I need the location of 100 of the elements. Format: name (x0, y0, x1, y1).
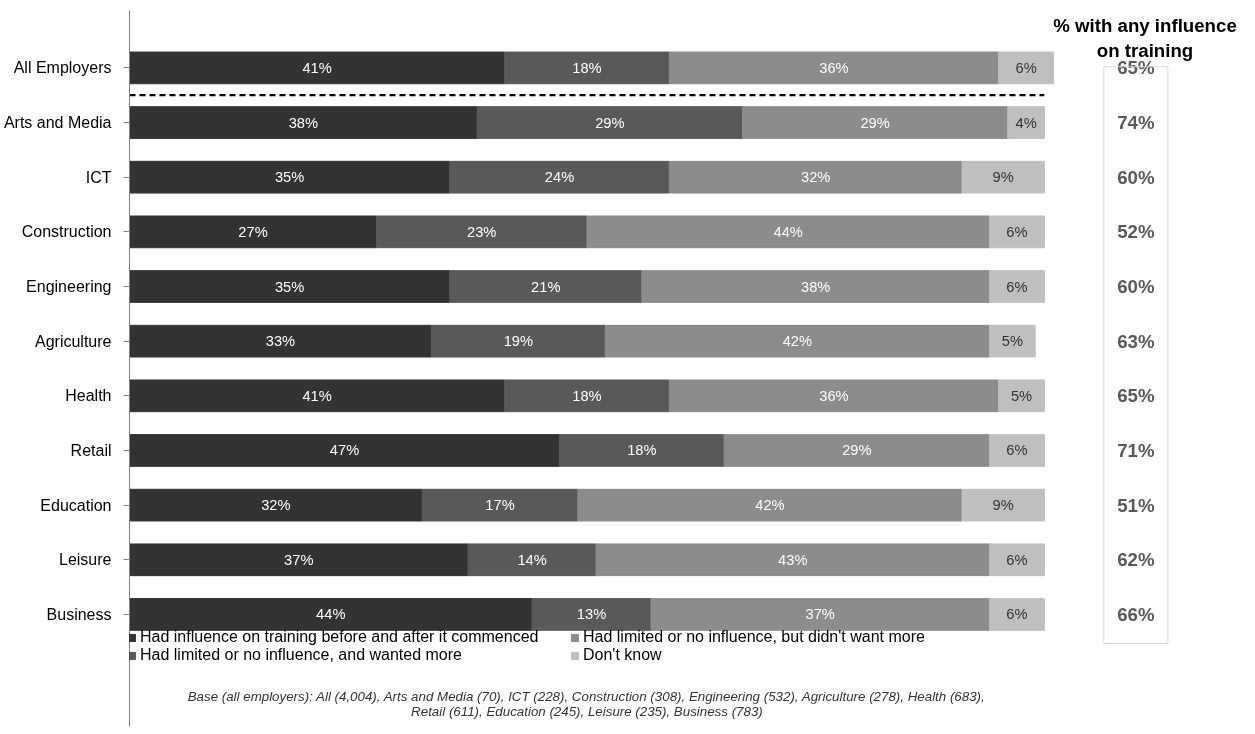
data-label: 5% (1001, 333, 1023, 350)
bar (604, 324, 990, 358)
text: 71% (1117, 439, 1155, 461)
y-tick-label: Education (40, 496, 112, 514)
data-label: 6% (1006, 551, 1028, 568)
data-label: 13% (576, 606, 607, 623)
data-label: 23% (467, 223, 497, 240)
data-label: 38% (800, 278, 831, 295)
y-tick-label: Arts and Media (3, 114, 112, 132)
data-label: 19% (503, 333, 533, 350)
legend-label: Had limited or no influence, but didn't want more (583, 628, 926, 646)
bar (504, 379, 670, 413)
bar (449, 270, 643, 303)
legend-label: Had influence on training before and after it commenced (140, 628, 540, 646)
bar (988, 324, 1036, 358)
data-label: 27% (238, 223, 268, 240)
text: 63% (1117, 330, 1155, 352)
data-label: 44% (773, 223, 803, 240)
bar (449, 160, 670, 194)
bar (668, 160, 963, 194)
data-label: 5% (1010, 387, 1033, 404)
bar (1007, 106, 1045, 139)
bar (129, 215, 378, 249)
data-label: 35% (274, 278, 305, 295)
data-label: 29% (842, 442, 872, 459)
data-label: 21% (531, 278, 561, 295)
bar (129, 379, 506, 413)
data-label: 32% (800, 169, 831, 186)
data-label: 37% (284, 551, 314, 568)
y-tick-label: Leisure (59, 551, 112, 569)
bar (961, 488, 1045, 522)
bar (476, 106, 743, 139)
data-label: 41% (302, 59, 332, 76)
data-label: 36% (819, 387, 849, 404)
bar (129, 324, 432, 358)
bar (595, 543, 990, 577)
bar (723, 434, 990, 467)
data-label: 6% (1006, 442, 1028, 459)
data-label: 43% (778, 551, 808, 568)
bar (998, 51, 1055, 85)
y-tick-label: All Employers (13, 59, 112, 77)
data-label: 6% (1006, 223, 1028, 240)
bar (577, 488, 963, 522)
bar (531, 598, 652, 631)
text: 74% (1117, 112, 1155, 134)
data-label: 33% (265, 333, 296, 350)
data-label: 29% (595, 114, 625, 131)
text: 62% (1117, 549, 1155, 571)
text: 66% (1117, 603, 1155, 625)
data-label: 14% (517, 551, 547, 568)
bar (988, 215, 1045, 249)
data-label: 44% (316, 606, 346, 623)
bar (129, 270, 451, 303)
data-label: 6% (1015, 59, 1037, 76)
y-tick-label: Retail (70, 441, 112, 459)
legend-label: Had limited or no influence, and wanted more (140, 646, 463, 664)
data-label: 18% (572, 387, 602, 404)
bar (641, 270, 990, 303)
bar (558, 434, 725, 467)
bar (998, 379, 1045, 413)
y-tick-label: Construction (21, 223, 112, 241)
bar (504, 51, 670, 85)
bar (650, 598, 990, 631)
bar (421, 488, 579, 522)
y-tick-label: Health (65, 387, 112, 405)
bar (129, 106, 478, 139)
bar (988, 270, 1045, 303)
data-label: 36% (819, 59, 849, 76)
data-label: 35% (274, 169, 305, 186)
data-label: 41% (302, 387, 332, 404)
y-tick-label: Agriculture (35, 332, 112, 350)
data-label: 32% (261, 497, 291, 514)
bar (467, 543, 597, 577)
bar (129, 488, 423, 522)
text: 60% (1117, 276, 1155, 298)
data-label: 6% (1006, 278, 1028, 295)
bar (129, 160, 451, 194)
data-label: 24% (544, 169, 575, 186)
data-label: 9% (992, 497, 1014, 514)
bar (668, 51, 1000, 85)
bar (961, 160, 1045, 194)
data-label: 37% (805, 606, 835, 623)
data-label: 9% (992, 169, 1014, 186)
text: Base (all employers): All (4,004), Arts and Media (70), ICT (228), Construction (308), Engineering (532), Agriculture (278), Health (683), Retail (611), Education (245), Leisure (235), Business (783) (187, 688, 985, 720)
bar (988, 434, 1045, 467)
text: 52% (1117, 221, 1155, 243)
bar (741, 106, 1009, 139)
data-label: 38% (288, 114, 318, 131)
data-label: 4% (1015, 114, 1037, 131)
data-label: 47% (329, 442, 360, 459)
data-label: 18% (572, 59, 602, 76)
y-tick-label: Business (46, 605, 112, 623)
bar (586, 215, 990, 249)
text: 60% (1117, 166, 1155, 188)
data-label: 42% (782, 333, 813, 350)
bar (129, 598, 533, 631)
text: 51% (1117, 494, 1155, 516)
data-label: 18% (627, 442, 657, 459)
text: 65% (1117, 385, 1155, 407)
legend-label: Don't know (583, 646, 663, 664)
